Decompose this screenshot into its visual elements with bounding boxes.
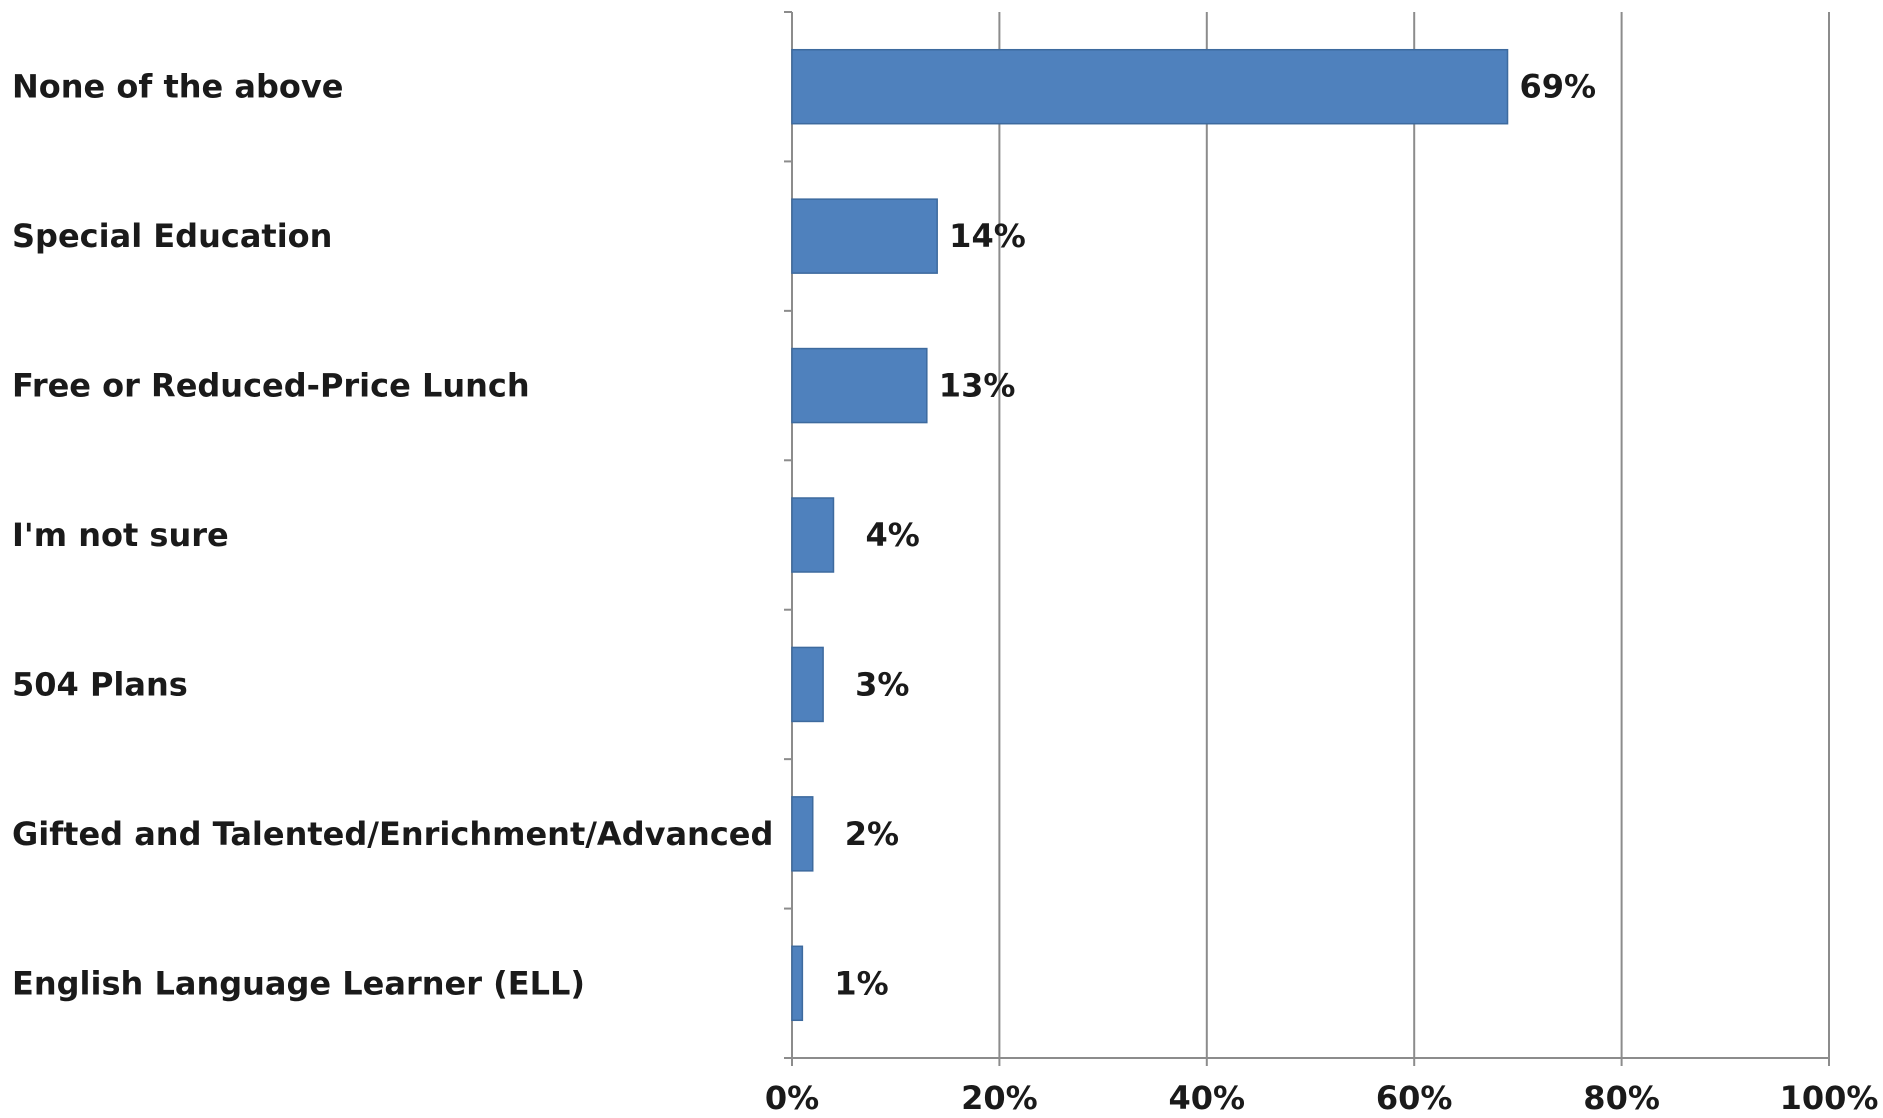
y-tick-label: None of the above <box>12 68 343 106</box>
x-tick-label: 80% <box>1583 1079 1660 1117</box>
value-label: 4% <box>865 516 919 554</box>
value-label: 1% <box>834 964 888 1002</box>
x-tick-label: 40% <box>1169 1079 1246 1117</box>
value-label: 13% <box>939 367 1016 405</box>
bar <box>791 646 824 723</box>
y-tick-label: I'm not sure <box>12 516 229 554</box>
x-tick-label: 0% <box>765 1079 819 1117</box>
bar <box>791 945 804 1022</box>
value-label: 2% <box>845 815 899 853</box>
bar <box>791 198 938 274</box>
value-label: 69% <box>1520 68 1597 106</box>
y-tick-label: English Language Learner (ELL) <box>12 964 585 1002</box>
value-label: 14% <box>949 217 1026 255</box>
bar <box>791 48 1509 125</box>
bar <box>791 347 928 424</box>
bar <box>791 497 835 573</box>
y-tick-label: Special Education <box>12 217 332 255</box>
x-tick-label: 20% <box>961 1079 1038 1117</box>
value-label: 3% <box>855 665 909 703</box>
x-tick-label: 100% <box>1780 1079 1879 1117</box>
y-tick-label: 504 Plans <box>12 665 188 703</box>
y-tick-label: Gifted and Talented/Enrichment/Advanced <box>12 815 773 853</box>
bar <box>791 796 814 872</box>
x-tick-label: 60% <box>1376 1079 1453 1117</box>
y-tick-label: Free or Reduced-Price Lunch <box>12 367 530 405</box>
